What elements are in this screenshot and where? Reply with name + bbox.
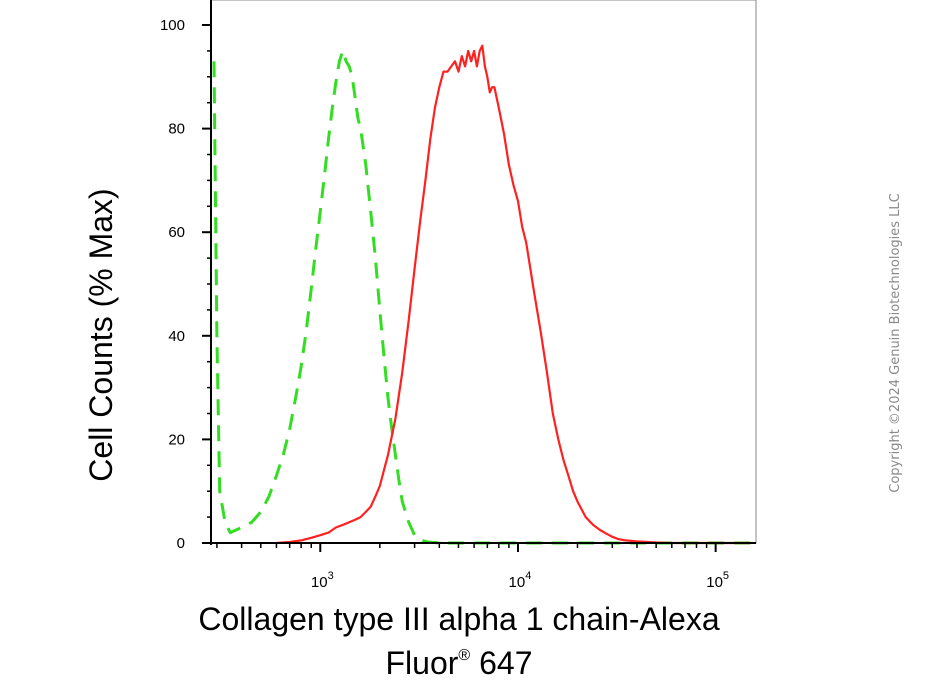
series-layer: [212, 44, 751, 545]
x-tick-label: 104: [509, 570, 532, 591]
copyright-notice: Copyright ©2024 Genuin Biotechnologies L…: [888, 193, 903, 492]
x-axis-label-registered-mark: ®: [458, 647, 470, 664]
y-tick-label: 100: [160, 17, 185, 34]
x-tick-label: 103: [311, 570, 334, 591]
y-tick-label: 60: [168, 224, 185, 241]
series-sample-solid-line: [276, 44, 751, 545]
y-tick-label: 20: [168, 431, 185, 448]
ticks-layer: 0 20 40 60 80 100 103 104 105: [160, 17, 729, 591]
axes-layer: [205, 0, 756, 545]
y-tick-label: 40: [168, 328, 185, 345]
x-axis-label-647: 647: [470, 645, 532, 681]
x-axis-label-fluor: Fluor: [386, 645, 459, 681]
y-axis-label: Cell Counts (% Max): [83, 188, 119, 481]
x-tick-label: 105: [706, 570, 729, 591]
x-axis-label-line2: Fluor® 647: [386, 645, 533, 681]
y-tick-label: 80: [168, 121, 185, 138]
y-tick-label: 0: [177, 535, 185, 552]
series-control-dashed-line: [212, 49, 751, 545]
x-axis-label-line1: Collagen type III alpha 1 chain-Alexa: [198, 601, 719, 637]
